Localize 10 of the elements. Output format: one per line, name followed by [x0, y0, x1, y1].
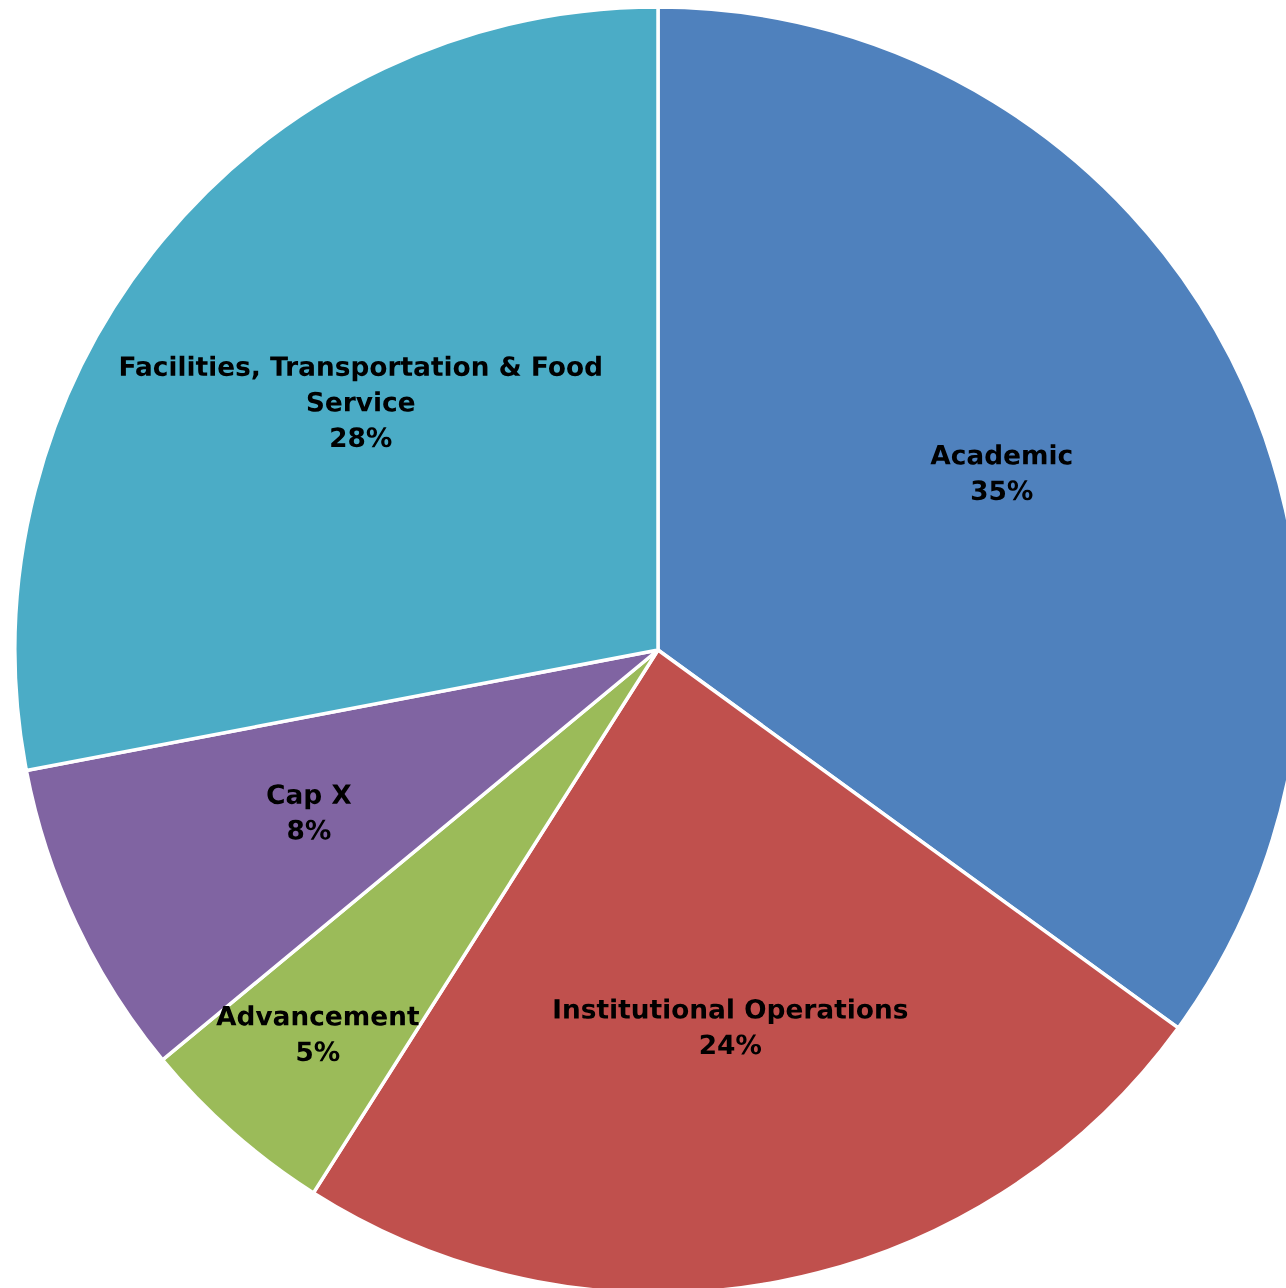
slice-label: Advancement	[216, 1005, 419, 1026]
data-label: 35%	[971, 480, 1033, 501]
data-label: 28%	[331, 427, 392, 448]
slice-label: Cap X	[267, 784, 352, 810]
slice-label: Institutional Operations	[554, 998, 908, 1024]
data-label: 8%	[288, 819, 331, 840]
slice-label: Facilities, Transportation & Food Service	[120, 355, 601, 412]
data-label: 5%	[297, 1041, 340, 1062]
data-label: 24%	[700, 1034, 762, 1055]
slice-label: Academic	[930, 444, 1072, 465]
